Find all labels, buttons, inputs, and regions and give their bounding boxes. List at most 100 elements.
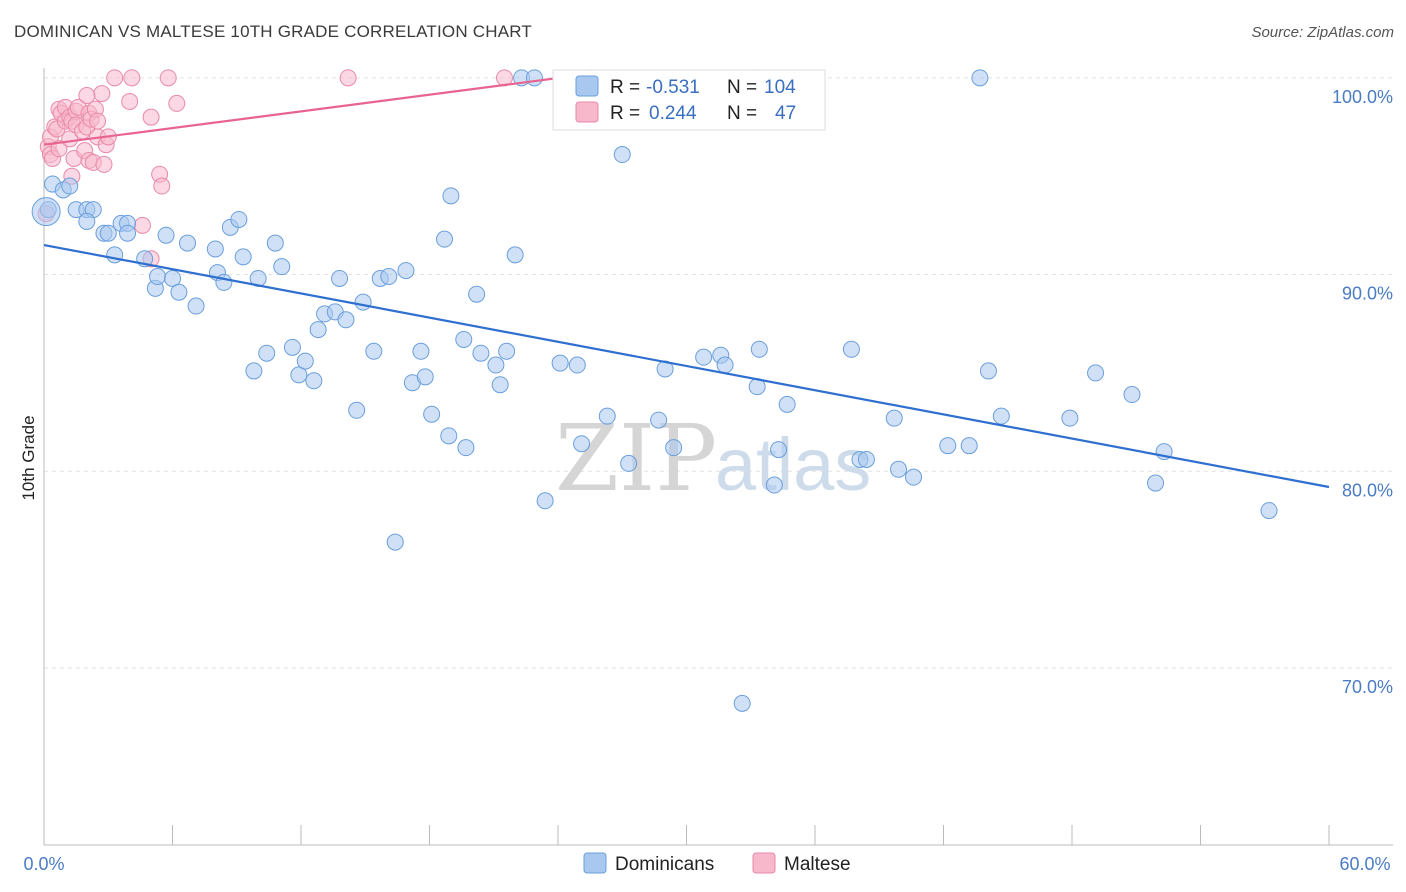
dominican-point-77 [770,441,788,459]
source-label: Source: ZipAtlas.com [1251,24,1394,41]
dominican-point-14 [157,226,175,244]
dominican-point-30 [283,338,301,356]
dominican-point-69 [665,439,683,457]
trend-lines [43,72,1330,489]
dominican-point-58 [506,246,524,264]
dominican-point-38 [337,311,355,329]
dominican-point-24 [234,248,252,266]
dominican-point-47 [416,368,434,386]
maltese-point-39 [168,94,186,112]
dominican-point-34 [309,321,327,339]
dominican-point-48 [423,405,441,423]
maltese-point-29 [95,155,113,173]
dominican-point-83 [890,460,908,478]
watermark-zip: ZIP [555,405,717,512]
dominican-point-57 [498,342,516,360]
maltese-points [37,69,513,268]
y-tick-labels: 100.0% 90.0% 80.0% 70.0% [1332,87,1393,697]
dominican-point-16 [170,283,188,301]
legend-swatch-dominicans [575,75,599,97]
maltese-point-40 [339,69,357,87]
legend-top: R = -0.531 N = 104 R = 0.244 N = 47 [552,69,826,131]
dominican-point-76 [765,476,783,494]
dominican-point-67 [650,411,668,429]
dominican-point-40 [354,293,372,311]
maltese-point-35 [142,108,160,126]
dominican-point-81 [857,450,875,468]
y-tick-label-3: 70.0% [1342,677,1393,697]
dominican-point-73 [733,694,751,712]
dominican-point-39 [348,401,366,419]
maltese-point-28 [93,85,111,103]
x-tick-label-min: 0.0% [23,854,64,874]
legend-r-label-1: R = [610,77,640,98]
dominican-point-102 [78,212,96,230]
dominican-point-53 [457,439,475,457]
dominican-point-64 [598,407,616,425]
legend-r-value-2: 0.244 [649,103,697,124]
dominican-point-79 [842,340,860,358]
x-ticks [43,825,1330,845]
dominican-point-89 [992,407,1010,425]
dominican-point-91 [1087,364,1105,382]
legend-n-value-2: 47 [775,103,796,124]
legend-bottom-swatch-maltese [752,852,776,874]
dominican-point-65 [613,146,631,164]
dominican-point-78 [778,395,796,413]
legend-n-label-1: N = [727,77,757,98]
maltese-point-34 [123,69,141,87]
legend-bottom: Dominicans Maltese [583,852,851,875]
dominican-point-large [31,197,61,227]
dominican-point-75 [750,340,768,358]
dominican-point-95 [1260,502,1278,520]
dominican-point-32 [296,352,314,370]
dominican-point-33 [305,372,323,390]
dominican-point-27 [273,258,291,276]
dominican-point-23 [230,210,248,228]
dominican-point-10 [99,224,117,242]
dominican-point-82 [885,409,903,427]
dominican-point-60 [536,492,554,510]
dominican-point-19 [206,240,224,258]
dominican-point-70 [695,348,713,366]
y-tick-label-0: 100.0% [1332,87,1393,107]
maltese-trend-line [43,72,591,146]
watermark-atlas: atlas [715,423,871,506]
maltese-point-37 [153,177,171,195]
dominican-point-66 [620,454,638,472]
dominican-point-61 [551,354,569,372]
maltese-point-26 [89,112,107,130]
dominican-point-62 [568,356,586,374]
dominican-point-13 [149,268,167,286]
dominican-point-103 [119,224,137,242]
maltese-point-44 [134,216,152,234]
maltese-point-32 [106,69,124,87]
dominican-points [31,69,1278,712]
dominican-point-56 [491,376,509,394]
dominican-point-72 [716,356,734,374]
dominican-point-31 [290,366,308,384]
dominican-point-37 [331,269,349,287]
y-tick-label-1: 90.0% [1342,284,1393,304]
dominican-point-85 [939,437,957,455]
maltese-point-38 [159,69,177,87]
dominican-point-17 [178,234,196,252]
x-tick-label-max: 60.0% [1339,854,1390,874]
dominican-trend-line [43,243,1330,489]
legend-bottom-maltese: Maltese [784,854,851,875]
dominican-point-63 [573,435,591,453]
y-axis-title: 10th Grade [19,415,38,500]
dominican-point-92 [1123,386,1141,404]
dominican-point-90 [1061,409,1079,427]
dominican-point-59 [468,285,486,303]
dominican-point-49 [435,230,453,248]
maltese-point-43 [78,87,96,105]
dominican-point-44 [397,262,415,280]
dominican-point-41 [365,342,383,360]
legend-n-label-2: N = [727,103,757,124]
legend-n-value-1: 104 [764,77,796,98]
y-tick-label-2: 80.0% [1342,480,1393,500]
legend-bottom-dominicans: Dominicans [615,854,714,875]
maltese-point-6 [50,140,68,158]
